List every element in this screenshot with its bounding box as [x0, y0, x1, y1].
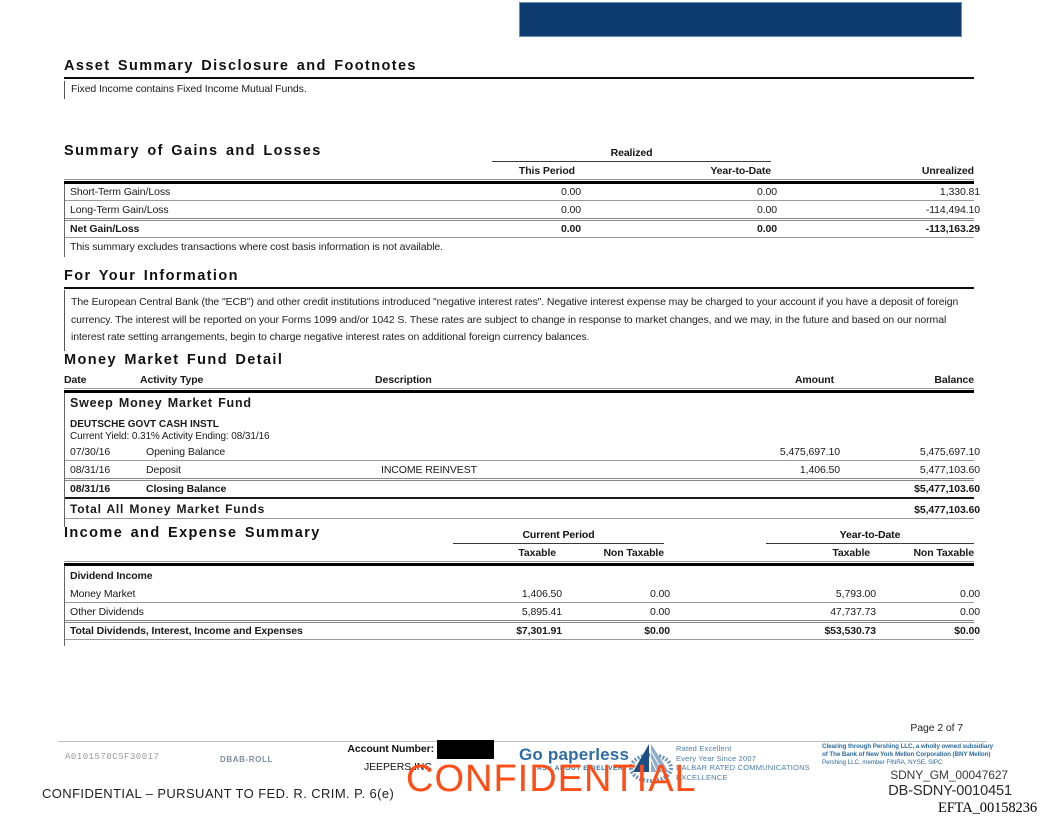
pershing-disclosure: Clearing through Pershing LLC, a wholly …	[822, 743, 1022, 767]
table-divider	[64, 181, 974, 184]
section-asset-summary: Asset Summary Disclosure and Footnotes F…	[64, 58, 974, 99]
account-number-redaction	[437, 740, 494, 759]
net-gain-loss-row: Net Gain/Loss 0.00 0.00 -113,163.29	[65, 221, 980, 238]
confidential-watermark: CONFIDENTIAL	[406, 758, 697, 800]
pershing-line-2: of The Bank of New York Mellon Corporati…	[822, 751, 991, 758]
col-ytd-taxable: Taxable	[832, 547, 870, 559]
section-gains-losses: Summary of Gains and Losses Realized Thi…	[64, 143, 980, 257]
table-row: Money Market 1,406.50 0.00 5,793.00 0.00	[65, 586, 980, 603]
dalbar-rating-text: Rated Excellent Every Year Since 2007 DA…	[676, 744, 810, 782]
bates-number-sdny-gm: SDNY_GM_00047627	[890, 768, 1008, 782]
asset-summary-title: Asset Summary Disclosure and Footnotes	[64, 58, 974, 79]
year-to-date-group-header: Year-to-Date	[766, 529, 974, 544]
pershing-line-3: Pershing LLC, member FINRA, NYSE, SIPC	[822, 759, 943, 766]
col-ytd-nontaxable: Non Taxable	[913, 547, 974, 559]
col-amount: Amount	[794, 374, 834, 386]
dalbar-line-4: EXCELLENCE	[676, 772, 728, 782]
bates-number-db-sdny: DB-SDNY-0010451	[888, 783, 1012, 799]
form-code: A0101570CSF30017	[65, 752, 160, 762]
table-row: Short-Term Gain/Loss 0.00 0.00 1,330.81	[65, 184, 980, 201]
fund-yield-info: Current Yield: 0.31% Activity Ending: 08…	[70, 430, 270, 442]
col-balance: Balance	[934, 374, 974, 386]
col-cp-taxable: Taxable	[518, 547, 556, 559]
current-period-group-header: Current Period	[453, 529, 664, 544]
income-expense-total-row: Total Dividends, Interest, Income and Ex…	[65, 623, 980, 640]
dalbar-line-2: Every Year Since 2007	[676, 753, 757, 763]
gains-losses-header-row: This Period Year-to-Date Unrealized	[64, 165, 974, 180]
income-expense-table: Taxable Non Taxable Taxable Non Taxable …	[64, 547, 980, 646]
section-money-market: Money Market Fund Detail Date Activity T…	[64, 352, 980, 527]
table-row: Other Dividends 5,895.41 0.00 47,737.73 …	[65, 603, 980, 623]
dalbar-line-1: Rated Excellent	[676, 744, 732, 753]
gains-losses-title: Summary of Gains and Losses	[64, 143, 322, 159]
section-for-your-information: For Your Information The European Centra…	[64, 268, 974, 351]
col-date: Date	[64, 374, 87, 386]
gains-losses-table: This Period Year-to-Date Unrealized Shor…	[64, 165, 980, 257]
table-divider	[64, 390, 974, 393]
table-row: 07/30/16 Opening Balance 5,475,697.10 5,…	[65, 444, 980, 461]
closing-balance-row: 08/31/16 Closing Balance $5,477,103.60	[65, 481, 980, 499]
account-holder-name: JEEPERS INC	[364, 761, 432, 773]
table-divider	[64, 563, 974, 566]
batch-code: DBAB-ROLL	[220, 755, 273, 764]
income-expense-title: Income and Expense Summary	[64, 525, 321, 541]
confidential-legal-text: CONFIDENTIAL – PURSUANT TO FED. R. CRIM.…	[42, 786, 395, 801]
fyi-title: For Your Information	[64, 268, 974, 289]
dividend-income-label: Dividend Income	[70, 569, 153, 582]
account-number-label: Account Number:	[347, 743, 434, 755]
col-this-period: This Period	[518, 165, 575, 177]
col-activity-type: Activity Type	[140, 374, 204, 386]
gains-losses-footnote: This summary excludes transactions where…	[70, 241, 443, 253]
fund-name: DEUTSCHE GOVT CASH INSTL	[70, 418, 219, 430]
money-market-header-row: Date Activity Type Description Amount Ba…	[64, 374, 974, 389]
dalbar-seal-icon	[628, 741, 674, 790]
fyi-paragraph: The European Central Bank (the "ECB") an…	[64, 290, 974, 351]
bates-number-efta: EFTA_00158236	[937, 800, 1037, 816]
col-description: Description	[375, 374, 432, 386]
go-paperless-label: Go paperless	[519, 745, 630, 764]
page-number: Page 2 of 7	[910, 722, 963, 734]
redacted-bank-logo-block	[519, 2, 962, 37]
col-unrealized: Unrealized	[921, 165, 974, 177]
money-market-total-row: Total All Money Market Funds $5,477,103.…	[65, 499, 980, 519]
pershing-line-1: Clearing through Pershing LLC, a wholly …	[822, 743, 994, 750]
asset-summary-note: Fixed Income contains Fixed Income Mutua…	[64, 81, 974, 99]
money-market-title: Money Market Fund Detail	[64, 352, 284, 368]
table-row: Long-Term Gain/Loss 0.00 0.00 -114,494.1…	[65, 201, 980, 221]
col-cp-nontaxable: Non Taxable	[603, 547, 664, 559]
fund-group-label: Sweep Money Market Fund	[70, 395, 252, 410]
dalbar-line-3: DALBAR RATED COMMUNICATIONS	[676, 763, 810, 772]
col-year-to-date: Year-to-Date	[710, 165, 771, 177]
realized-group-header: Realized	[492, 147, 771, 162]
go-paperless-subtext: ASK ABOUT E-DELIVERY	[537, 765, 628, 772]
footer-divider	[58, 741, 987, 742]
money-market-table: Date Activity Type Description Amount Ba…	[64, 374, 980, 527]
income-expense-header-row: Taxable Non Taxable Taxable Non Taxable	[64, 547, 974, 562]
table-row: 08/31/16 Deposit INCOME REINVEST 1,406.5…	[65, 461, 980, 481]
